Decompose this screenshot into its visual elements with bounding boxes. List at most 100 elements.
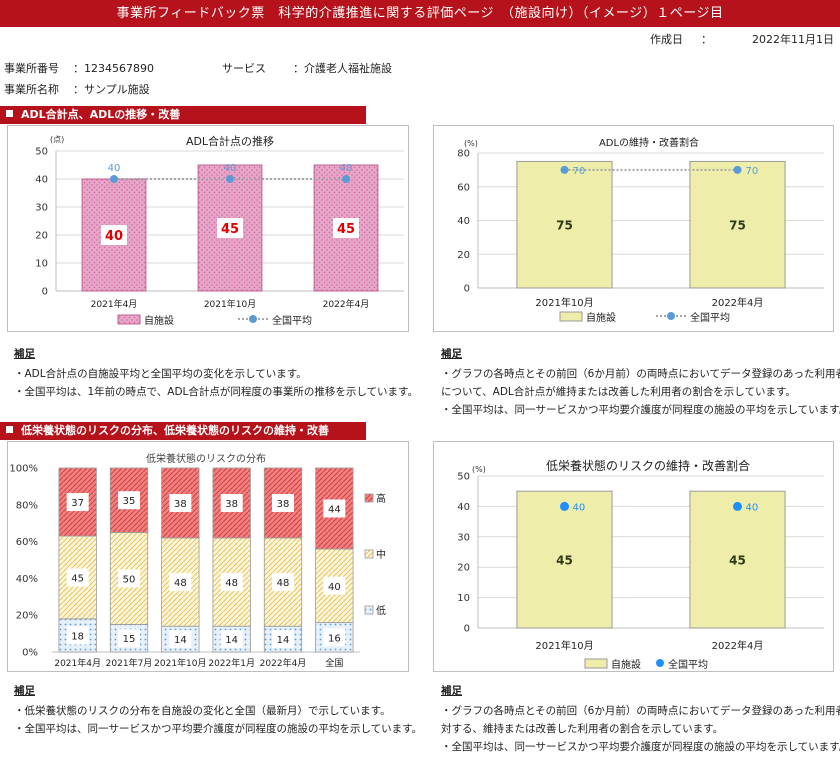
x-tick-label: 2022年4月 bbox=[712, 639, 764, 652]
legend-marker bbox=[656, 659, 664, 667]
legend-swatch bbox=[364, 605, 374, 615]
x-tick-label: 2021年4月 bbox=[54, 657, 101, 669]
y-tick-label: 10 bbox=[457, 593, 470, 604]
legend-label: 全国平均 bbox=[690, 311, 730, 324]
x-tick-label: 2021年7月 bbox=[106, 657, 153, 669]
note-line: ・グラフの各時点とその前回（6か月前）の両時点においてデータ登録のあった利用者に bbox=[441, 705, 840, 717]
data-label: 38 bbox=[277, 499, 290, 510]
avg-label: 40 bbox=[340, 163, 353, 174]
y-tick-label: 40 bbox=[457, 216, 470, 227]
y-tick-label: 50 bbox=[35, 147, 48, 158]
y-tick-label: 50 bbox=[457, 472, 470, 483]
nutrition-distribution-chart-panel: 低栄養状態のリスクの分布 0% 20% 40% 60% 80% 100% 18 45 37 2021… bbox=[7, 441, 409, 672]
data-label-bg bbox=[169, 630, 192, 649]
x-tick-label: 2021年10月 bbox=[204, 298, 256, 310]
legend-swatch bbox=[584, 658, 608, 669]
adl-score-chart-panel: ADL合計点の推移 (点) 0 10 20 30 40 50 40 2021年4月 45 2021年1… bbox=[7, 125, 409, 332]
data-label: 75 bbox=[729, 219, 746, 233]
facility-id-label: 事業所番号 bbox=[4, 62, 59, 75]
data-label: 14 bbox=[277, 635, 290, 646]
adl-score-chart: ADL合計点の推移 (点) 0 10 20 30 40 50 40 2021年4月 45 2021年1… bbox=[35, 134, 404, 327]
data-label-bg bbox=[272, 573, 294, 592]
y-tick-label: 100% bbox=[9, 464, 38, 475]
data-label: 40 bbox=[328, 582, 341, 593]
y-tick-label: 40% bbox=[16, 574, 38, 585]
nutrition-left-note: 補足 ・低栄養状態のリスクの分布を自施設の変化と全国（最新月）で示しています。 … bbox=[14, 682, 422, 738]
data-label-bg bbox=[272, 493, 294, 512]
data-label: 16 bbox=[328, 633, 341, 644]
y-tick-label: 0% bbox=[22, 648, 38, 659]
y-tick-label: 20 bbox=[35, 231, 48, 242]
y-tick-label: 80 bbox=[457, 149, 470, 160]
avg-point bbox=[733, 501, 742, 511]
page-title: 事業所フィードバック票 科学的介護推進に関する評価ページ （施設向け）（イメージ… bbox=[0, 0, 840, 27]
date-label: 作成日 bbox=[650, 33, 683, 46]
legend-swatch bbox=[117, 314, 141, 325]
data-label-bg bbox=[272, 630, 294, 649]
legend-label: 低 bbox=[376, 604, 386, 617]
avg-label: 70 bbox=[573, 166, 586, 177]
legend-label: 高 bbox=[376, 492, 386, 505]
service-label: サービス bbox=[222, 62, 266, 75]
data-label: 40 bbox=[105, 229, 123, 244]
x-tick-label: 2022年4月 bbox=[260, 657, 307, 669]
note-line: ・グラフの各時点とその前回（6か月前）の両時点においてデータ登録のあった利用者に bbox=[441, 368, 840, 380]
legend-swatch bbox=[364, 493, 374, 503]
legend-swatch bbox=[559, 311, 583, 322]
x-tick-label: 2021年10月 bbox=[535, 296, 593, 309]
bar bbox=[516, 160, 613, 289]
note-line: ・全国平均は、同一サービスかつ平均要介護度が同程度の施設の平均を示しています。 bbox=[441, 741, 840, 753]
note-line: ・低栄養状態のリスクの分布を自施設の変化と全国（最新月）で示しています。 bbox=[14, 705, 391, 717]
data-label: 45 bbox=[71, 573, 84, 584]
legend-label: 自施設 bbox=[611, 658, 641, 671]
adl-right-note: 補足 ・グラフの各時点とその前回（6か月前）の両時点においてデータ登録のあった利… bbox=[441, 345, 840, 419]
x-tick-label: 2021年4月 bbox=[91, 298, 138, 310]
data-label-bg bbox=[220, 630, 243, 649]
facility-name-label: 事業所名称 bbox=[4, 83, 59, 96]
note-line: 対する、維持または改善した利用者の割合を示しています。 bbox=[441, 723, 724, 735]
data-label-bg bbox=[323, 628, 346, 647]
legend-marker bbox=[249, 315, 257, 323]
data-label: 14 bbox=[174, 635, 187, 646]
date-value: 2022年11月1日 bbox=[752, 33, 834, 46]
data-label: 15 bbox=[123, 634, 136, 645]
data-label: 38 bbox=[225, 499, 238, 510]
avg-point bbox=[560, 501, 569, 511]
data-label-bg bbox=[169, 493, 192, 512]
chart-title: 低栄養状態のリスクの維持・改善割合 bbox=[546, 458, 750, 473]
note-line: ・ADL合計点の自施設平均と全国平均の変化を示しています。 bbox=[14, 368, 307, 380]
data-label-bg bbox=[333, 218, 359, 238]
nutrition-right-note: 補足 ・グラフの各時点とその前回（6か月前）の両時点においてデータ登録のあった利… bbox=[441, 682, 840, 756]
section-adl-header: ADL合計点、ADLの推移・改善 bbox=[0, 106, 366, 124]
note-heading: 補足 bbox=[441, 348, 462, 360]
chart-title: ADL合計点の推移 bbox=[186, 134, 274, 148]
y-tick-label: 0 bbox=[464, 284, 470, 295]
data-label-bg bbox=[169, 573, 192, 592]
note-line: ・全国平均は、同一サービスかつ平均要介護度が同程度の施設の平均を示しています。 bbox=[441, 404, 840, 416]
adl-maintain-chart: ADLの維持・改善割合 (%) 0 20 40 60 80 75 2021年10月 75 2022年… bbox=[457, 136, 824, 324]
y-axis-unit: (点) bbox=[50, 135, 64, 144]
bar bbox=[689, 490, 786, 629]
avg-label: 40 bbox=[573, 502, 586, 513]
y-tick-label: 60% bbox=[16, 537, 38, 548]
data-label: 45 bbox=[556, 554, 573, 568]
data-label-bg bbox=[118, 491, 140, 510]
nutrition-distribution-chart: 低栄養状態のリスクの分布 0% 20% 40% 60% 80% 100% 18 45 37 2021… bbox=[9, 452, 386, 669]
legend-swatch bbox=[364, 549, 374, 559]
chart-title: 低栄養状態のリスクの分布 bbox=[146, 452, 266, 465]
bar bbox=[689, 160, 786, 289]
data-label: 48 bbox=[174, 578, 187, 589]
x-tick-label: 2022年4月 bbox=[323, 298, 370, 310]
y-tick-label: 30 bbox=[35, 203, 48, 214]
data-label-bg bbox=[217, 218, 243, 238]
y-tick-label: 40 bbox=[35, 175, 48, 186]
data-label: 48 bbox=[225, 578, 238, 589]
y-tick-label: 20 bbox=[457, 250, 470, 261]
avg-label: 40 bbox=[746, 502, 759, 513]
section-nutrition-title: 低栄養状態のリスクの分布、低栄養状態のリスクの維持・改善 bbox=[21, 424, 329, 437]
service-value: ：介護老人福祉施設 bbox=[293, 62, 392, 75]
data-label: 45 bbox=[729, 554, 746, 568]
data-label: 14 bbox=[225, 635, 238, 646]
x-tick-label: 2022年4月 bbox=[712, 296, 764, 309]
legend-label: 中 bbox=[376, 548, 386, 561]
